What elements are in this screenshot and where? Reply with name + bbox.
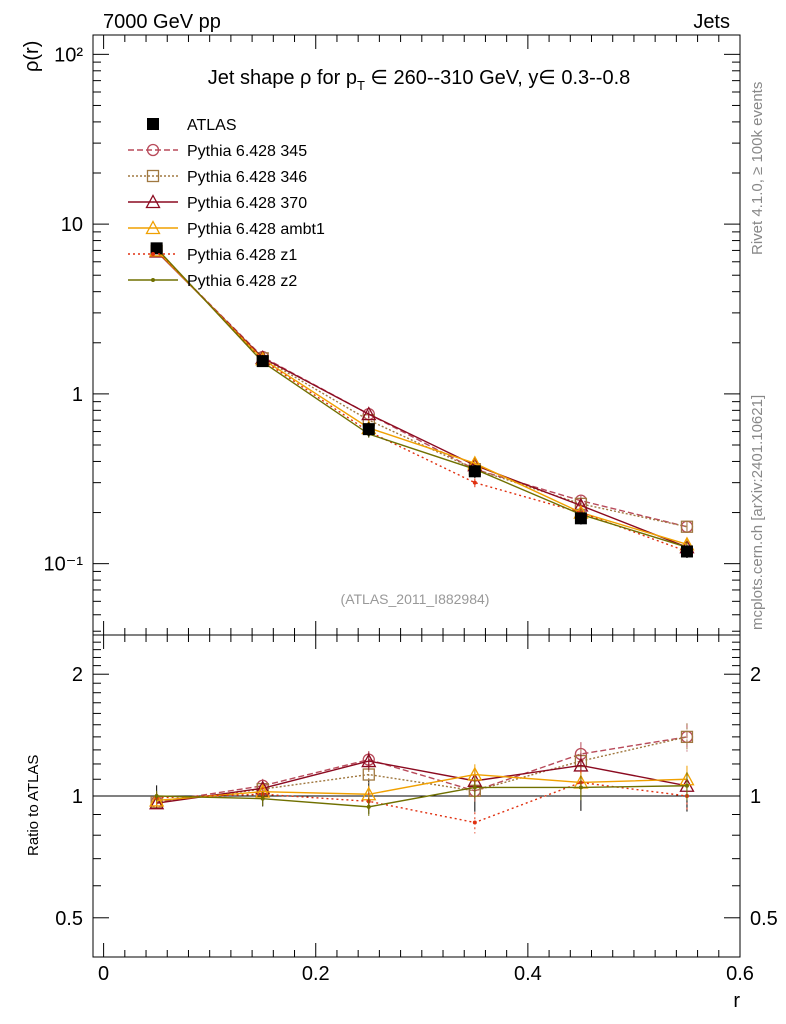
- y-tick-label: 10: [61, 214, 83, 236]
- chart-title-suffix: ∈ 260--310 GeV, y∈ 0.3--0.8: [365, 67, 630, 89]
- series-5-ratio-point: [472, 785, 477, 790]
- series-5-ratio-point: [366, 804, 371, 809]
- series-0-ratio-line: [156, 736, 688, 803]
- ratio-tick-label: 2: [72, 664, 83, 686]
- series-5-ratio-point: [684, 783, 689, 788]
- y-tick-label: 10⁻¹: [44, 554, 84, 576]
- x-tick-label: 0.4: [514, 963, 542, 985]
- legend-atlas-label: ATLAS: [187, 117, 237, 134]
- series-2-line: [156, 250, 688, 548]
- ratio-series-layer: [149, 723, 695, 834]
- atlas-point: [574, 512, 587, 525]
- rivet-version-label: Rivet 4.1.0, ≥ 100k events: [749, 82, 766, 255]
- ratio-tick-label-right: 2: [750, 664, 761, 686]
- series-5-ratio-line: [156, 785, 687, 808]
- legend-marker-0: [146, 143, 160, 157]
- header-jets-label: Jets: [693, 11, 730, 33]
- legend-atlas-marker: [147, 118, 159, 130]
- atlas-point: [468, 465, 481, 478]
- series-3-line: [156, 249, 688, 545]
- ratio-tick-label: 0.5: [55, 908, 83, 930]
- y-tick-label: 10²: [54, 44, 83, 66]
- legend: ATLAS Pythia 6.428 345 Pythia 6.428 346 Pyt…: [128, 117, 325, 290]
- series-5-ratio-point: [578, 785, 583, 790]
- legend-label-5: Pythia 6.428 z2: [187, 273, 297, 290]
- ratio-y-axis-label: Ratio to ATLAS: [25, 755, 42, 856]
- atlas-point: [362, 423, 375, 436]
- legend-label-1: Pythia 6.428 346: [187, 169, 307, 186]
- chart-title-prefix: Jet shape ρ for p: [208, 67, 357, 89]
- legend-label-2: Pythia 6.428 370: [187, 195, 307, 212]
- series-2-ratio-line: [156, 760, 688, 804]
- series-1-ratio-point: [680, 730, 694, 744]
- y-axis-label: ρ(r): [21, 41, 43, 72]
- series-3-ratio-point: [149, 792, 165, 807]
- series-1-point: [680, 520, 694, 533]
- ratio-tick-label-right: 1: [750, 786, 761, 808]
- series-3-ratio-line: [156, 773, 687, 802]
- series-2-ratio-point: [361, 753, 377, 768]
- y-tick-label: 1: [72, 384, 83, 406]
- x-tick-label: 0.6: [726, 963, 754, 985]
- legend-marker-5: [151, 278, 155, 282]
- series-5-line: [156, 247, 688, 548]
- series-5-ratio-point: [260, 796, 265, 801]
- series-5-ratio-point: [154, 794, 159, 798]
- x-axis-label: r: [733, 990, 740, 1012]
- legend-marker-3: [145, 220, 161, 235]
- legend-label-4: Pythia 6.428 z1: [187, 247, 297, 264]
- atlas-point: [256, 355, 269, 368]
- series-4-point: [472, 480, 477, 485]
- series-4-line: [156, 248, 688, 553]
- ratio-tick-label-right: 0.5: [750, 908, 778, 930]
- atlas-point: [150, 242, 163, 255]
- header-energy-label: 7000 GeV pp: [103, 11, 221, 33]
- series-0-line: [156, 250, 688, 528]
- legend-marker-2: [145, 194, 161, 209]
- series-4-ratio-point: [472, 820, 477, 825]
- ratio-tick-label: 1: [72, 786, 83, 808]
- x-tick-label: 0.2: [302, 963, 330, 985]
- atlas-point: [680, 545, 693, 558]
- x-tick-label: 0: [98, 963, 109, 985]
- main-series-layer: [149, 242, 695, 558]
- series-4-ratio-line: [156, 781, 688, 824]
- legend-label-0: Pythia 6.428 345: [187, 143, 307, 160]
- legend-marker-4: [151, 252, 155, 256]
- axis-ticks: 0 0.2 0.4 0.6 10⁻¹ 1 10 10² 0.5 0.5 1 1 2 2: [44, 35, 778, 985]
- analysis-label: (ATLAS_2011_I882984): [341, 591, 490, 607]
- legend-label-3: Pythia 6.428 ambt1: [187, 221, 325, 238]
- chart-title: Jet shape ρ for pT ∈ 260--310 GeV, y∈ 0.…: [208, 67, 631, 93]
- series-1-line: [156, 250, 688, 528]
- series-2-point: [361, 406, 377, 421]
- series-2-ratio-point: [149, 795, 165, 810]
- mcplots-label: mcplots.cern.ch [arXiv:2401.10621]: [749, 395, 766, 630]
- legend-marker-1: [146, 169, 160, 183]
- chart-title-subscript: T: [357, 78, 365, 93]
